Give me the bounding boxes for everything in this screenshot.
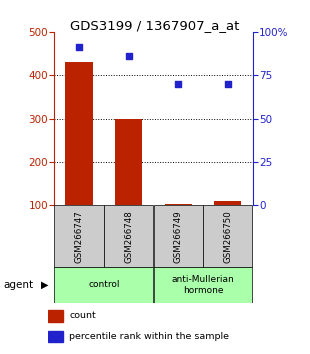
Point [176,81,181,87]
Bar [65,62,93,205]
Bar [55,205,104,267]
Text: control: control [88,280,120,290]
Text: count: count [69,312,96,320]
Bar [48,331,63,342]
Bar [55,267,153,303]
Bar [154,267,252,303]
Text: ▶: ▶ [41,280,49,290]
Text: GSM266747: GSM266747 [74,210,84,263]
Bar [48,310,63,322]
Text: GSM266750: GSM266750 [223,210,232,263]
Point [225,81,230,87]
Bar [203,205,252,267]
Text: percentile rank within the sample: percentile rank within the sample [69,332,229,341]
Point [126,53,131,59]
Bar [154,205,203,267]
Text: agent: agent [3,280,33,290]
Text: anti-Mullerian
hormone: anti-Mullerian hormone [172,275,234,295]
Point [77,45,82,50]
Text: GSM266749: GSM266749 [174,210,183,263]
Text: GDS3199 / 1367907_a_at: GDS3199 / 1367907_a_at [70,19,240,33]
Bar [115,119,142,205]
Text: GSM266748: GSM266748 [124,210,133,263]
Bar [104,205,153,267]
Bar [214,201,241,205]
